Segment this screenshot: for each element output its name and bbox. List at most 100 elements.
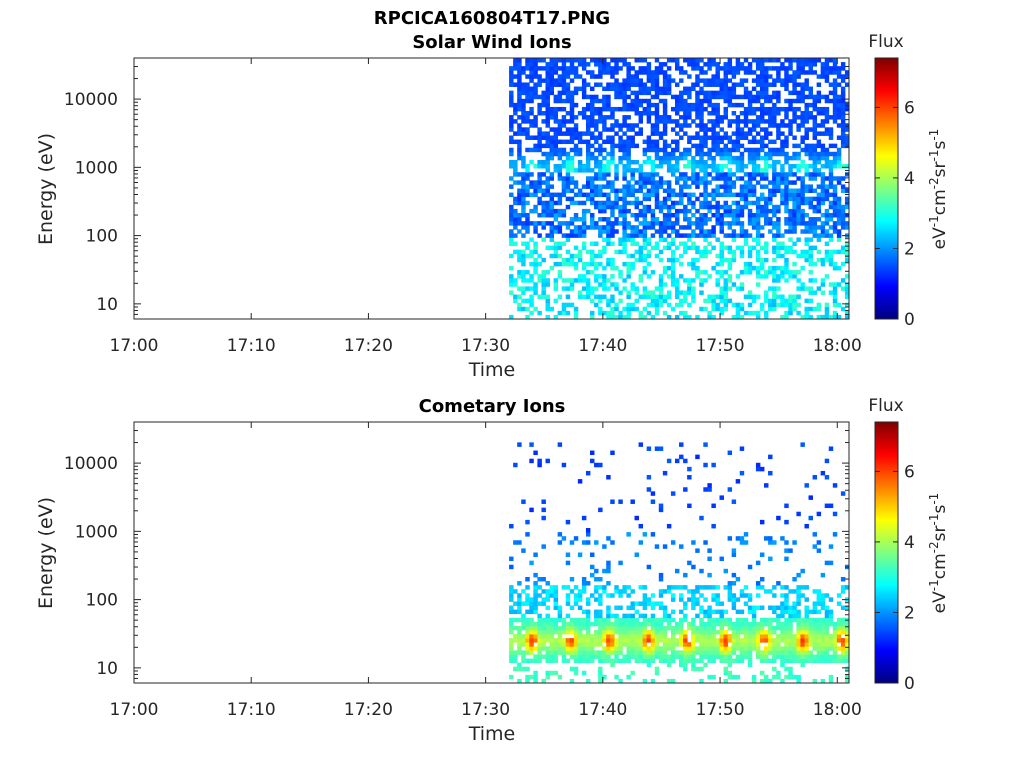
heatmap-cell xyxy=(590,212,595,218)
heatmap-cell xyxy=(569,131,575,136)
heatmap-cell xyxy=(768,94,773,100)
heatmap-cell xyxy=(824,306,830,312)
heatmap-cell xyxy=(614,62,619,67)
heatmap-cell xyxy=(650,613,656,619)
heatmap-cell xyxy=(622,306,627,312)
heatmap-cell xyxy=(537,294,542,300)
heatmap-cell xyxy=(594,253,599,259)
heatmap-cell xyxy=(776,245,781,251)
heatmap-cell xyxy=(638,601,644,606)
heatmap-cell xyxy=(731,159,737,165)
heatmap-cell xyxy=(824,208,830,214)
heatmap-cell xyxy=(776,617,781,623)
heatmap-cell xyxy=(545,221,550,226)
heatmap-cell xyxy=(622,176,627,181)
heatmap-cell xyxy=(642,180,648,185)
heatmap-cell xyxy=(768,151,773,157)
heatmap-cell xyxy=(521,204,526,210)
heatmap-cell xyxy=(776,294,781,300)
heatmap-cell xyxy=(569,127,575,132)
heatmap-cell xyxy=(533,605,538,610)
heatmap-cell xyxy=(650,78,656,83)
heatmap-cell xyxy=(816,111,822,116)
heatmap-cell xyxy=(751,294,757,300)
heatmap-cell xyxy=(545,674,550,680)
heatmap-cell xyxy=(812,62,818,67)
heatmap-cell xyxy=(577,200,583,206)
heatmap-cell xyxy=(727,155,733,161)
heatmap-cell xyxy=(772,625,777,631)
heatmap-cell xyxy=(666,119,672,124)
heatmap-cell xyxy=(727,204,733,210)
heatmap-cell xyxy=(715,638,720,643)
heatmap-cell xyxy=(581,217,587,222)
heatmap-cell xyxy=(727,168,733,173)
heatmap-cell xyxy=(816,540,822,545)
heatmap-cell xyxy=(533,646,538,651)
heatmap-cell xyxy=(553,115,559,120)
heatmap-cell xyxy=(642,241,648,246)
heatmap-cell xyxy=(513,208,518,214)
heatmap-cell xyxy=(735,127,741,132)
heatmap-cell xyxy=(731,208,737,214)
heatmap-cell xyxy=(517,221,522,226)
heatmap-cell xyxy=(525,306,530,312)
heatmap-cell xyxy=(622,123,627,128)
heatmap-cell xyxy=(739,245,745,251)
heatmap-cell xyxy=(828,654,834,659)
heatmap-cell xyxy=(691,540,696,545)
heatmap-cell xyxy=(521,208,526,214)
heatmap-cell xyxy=(840,261,846,267)
heatmap-cell xyxy=(816,650,822,655)
heatmap-cell xyxy=(691,666,696,672)
heatmap-cell xyxy=(747,184,753,189)
heatmap-cell xyxy=(533,188,538,193)
heatmap-cell xyxy=(670,164,676,169)
heatmap-cell xyxy=(764,589,769,594)
heatmap-cell xyxy=(727,208,733,214)
heatmap-cell xyxy=(545,613,550,619)
heatmap-cell xyxy=(788,168,793,173)
heatmap-cell xyxy=(816,286,822,291)
heatmap-cell xyxy=(687,208,692,214)
heatmap-cell xyxy=(792,634,797,639)
heatmap-cell xyxy=(683,208,688,214)
heatmap-cell xyxy=(768,650,773,655)
heatmap-cell xyxy=(743,540,749,545)
heatmap-cell xyxy=(727,674,733,680)
heatmap-cell xyxy=(723,642,728,647)
y-tick-label: 1000 xyxy=(75,522,118,542)
heatmap-cell xyxy=(711,503,716,509)
heatmap-cell xyxy=(662,115,668,120)
heatmap-cell xyxy=(816,168,822,173)
heatmap-cell xyxy=(751,217,757,222)
heatmap-cell xyxy=(743,147,749,153)
heatmap-cell xyxy=(715,646,720,651)
heatmap-cell xyxy=(590,176,595,181)
heatmap-cell xyxy=(581,625,587,631)
heatmap-cell xyxy=(569,605,575,610)
heatmap-cell xyxy=(784,585,789,590)
heatmap-cell xyxy=(509,164,514,169)
heatmap-cell xyxy=(618,642,623,647)
heatmap-cell xyxy=(537,200,542,206)
heatmap-cell xyxy=(553,282,559,287)
heatmap-cell xyxy=(598,507,603,513)
heatmap-cell xyxy=(658,119,664,124)
heatmap-cell xyxy=(816,192,822,198)
heatmap-cell xyxy=(622,98,627,104)
heatmap-cell xyxy=(715,253,720,259)
heatmap-cell xyxy=(683,646,688,651)
heatmap-cell xyxy=(764,184,769,189)
heatmap-cell xyxy=(598,168,603,173)
heatmap-cell xyxy=(751,212,757,218)
heatmap-cell xyxy=(820,629,826,635)
heatmap-cell xyxy=(796,155,801,161)
heatmap-cell xyxy=(828,290,834,295)
heatmap-cell xyxy=(529,253,534,259)
heatmap-cell xyxy=(776,98,781,104)
heatmap-cell xyxy=(820,147,826,153)
heatmap-cell xyxy=(840,102,846,108)
heatmap-cell xyxy=(828,282,834,287)
heatmap-cell xyxy=(585,581,591,586)
